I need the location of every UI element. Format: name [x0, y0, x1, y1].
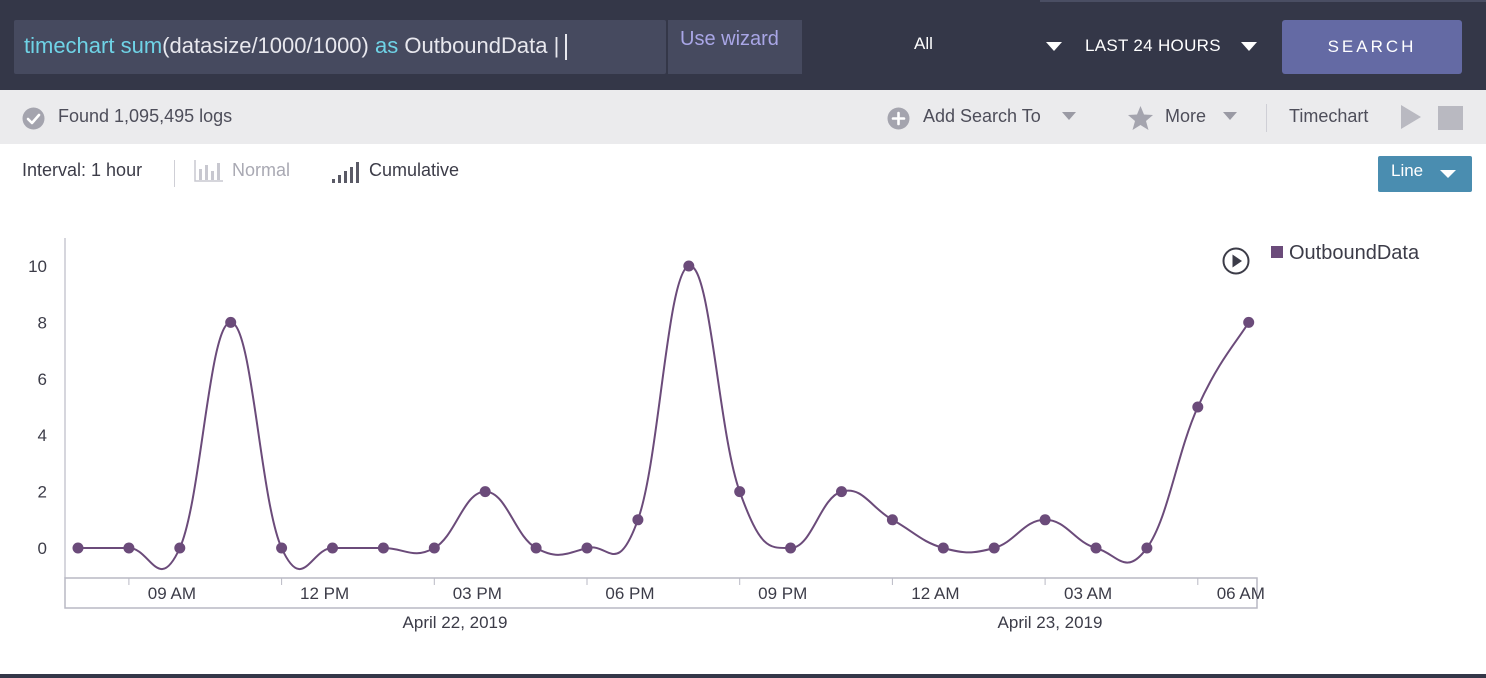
data-point[interactable]	[72, 542, 84, 554]
query-pipe: |	[553, 33, 560, 58]
x-tick-label: 06 PM	[605, 584, 654, 603]
add-search-to-button[interactable]: Add Search To	[923, 106, 1041, 126]
data-point[interactable]	[530, 542, 542, 554]
source-select-value[interactable]: All	[914, 34, 933, 53]
data-point[interactable]	[123, 542, 135, 554]
data-point[interactable]	[937, 542, 949, 554]
data-point[interactable]	[276, 542, 288, 554]
x-tick-label: 06 AM	[1217, 584, 1265, 603]
normal-bars-icon[interactable]	[194, 160, 224, 182]
legend-series-name: OutboundData	[1289, 242, 1420, 264]
normal-mode-option[interactable]: Normal	[232, 160, 291, 180]
data-point[interactable]	[886, 514, 898, 526]
chart-legend[interactable]: OutboundData	[1271, 242, 1419, 265]
query-keyword-sum: sum	[120, 33, 163, 58]
data-point[interactable]	[581, 542, 593, 554]
more-chevron-down-icon[interactable]	[1223, 112, 1237, 120]
x-axis-box	[64, 577, 1258, 609]
data-point[interactable]	[1090, 542, 1102, 554]
query-input[interactable]: timechart sum(datasize/1000/1000) as Out…	[14, 20, 666, 74]
data-point[interactable]	[174, 542, 186, 554]
y-tick-label: 6	[38, 370, 47, 389]
y-tick-label: 0	[38, 539, 47, 558]
x-tick-label: 12 PM	[300, 584, 349, 603]
y-tick-label: 10	[28, 257, 47, 276]
time-range-chevron-down-icon[interactable]	[1241, 42, 1257, 51]
header-accent-line	[1040, 0, 1486, 2]
series-layer	[72, 260, 1255, 571]
data-point[interactable]	[377, 542, 389, 554]
query-args: (datasize/1000/1000)	[162, 33, 369, 58]
legend-swatch	[1271, 245, 1283, 258]
chart-type-label: Line	[1391, 161, 1424, 180]
data-point[interactable]	[734, 486, 746, 498]
check-circle-icon	[22, 107, 45, 130]
data-point[interactable]	[1243, 316, 1255, 328]
x-tick-label: 09 AM	[148, 584, 196, 603]
add-circle-icon[interactable]	[887, 107, 910, 130]
x-tick-label: 03 PM	[453, 584, 502, 603]
x-tick-label: 03 AM	[1064, 584, 1112, 603]
y-tick-label: 4	[38, 426, 47, 445]
data-point[interactable]	[428, 542, 440, 554]
found-logs-count: Found 1,095,495 logs	[58, 106, 233, 126]
x-tick-label: 12 AM	[911, 584, 959, 603]
data-point[interactable]	[683, 260, 695, 272]
data-point[interactable]	[785, 542, 797, 554]
y-tick-label: 8	[38, 313, 47, 332]
data-point[interactable]	[225, 316, 237, 328]
timechart-plot: 0 2 4 6 8 10 09 AM 12 PM 03 PM 06 PM 09 PM 12 AM 03…	[28, 238, 1265, 632]
data-point[interactable]	[1192, 401, 1204, 413]
cumulative-bars-icon[interactable]	[331, 162, 359, 183]
more-button[interactable]: More	[1165, 106, 1207, 126]
data-point[interactable]	[479, 486, 491, 498]
timechart-label: Timechart	[1289, 106, 1369, 126]
x-date-label: April 22, 2019	[403, 613, 508, 632]
series-line-outbounddata	[78, 265, 1250, 571]
legend-play-circle-icon[interactable]	[1222, 247, 1250, 275]
y-axis: 0 2 4 6 8 10	[28, 238, 66, 578]
data-point[interactable]	[327, 542, 338, 554]
stop-icon[interactable]	[1438, 106, 1463, 130]
query-keyword-timechart: timechart	[24, 33, 115, 58]
chart-type-chevron-down-icon	[1440, 170, 1456, 178]
star-icon[interactable]	[1127, 105, 1154, 131]
use-wizard-button[interactable]: Use wizard	[668, 20, 802, 74]
chart-type-dropdown[interactable]: Line	[1378, 156, 1472, 192]
x-axis: 09 AM 12 PM 03 PM 06 PM 09 PM 12 AM 03 AM 06 AM…	[64, 577, 1265, 632]
query-alias: OutboundData	[404, 33, 548, 58]
data-point[interactable]	[1039, 514, 1051, 526]
time-range-select[interactable]: LAST 24 HOURS	[1085, 36, 1221, 55]
data-point[interactable]	[632, 514, 644, 526]
data-point[interactable]	[988, 542, 1000, 554]
text-caret	[565, 34, 568, 61]
cumulative-mode-option[interactable]: Cumulative	[369, 160, 460, 180]
search-button[interactable]: SEARCH	[1282, 20, 1462, 74]
y-tick-label: 2	[38, 483, 47, 502]
data-point[interactable]	[1141, 542, 1153, 554]
add-search-chevron-down-icon[interactable]	[1062, 112, 1076, 120]
play-icon[interactable]	[1399, 104, 1423, 130]
data-point[interactable]	[836, 486, 847, 498]
controls-divider	[174, 160, 175, 187]
toolbar-divider	[1266, 104, 1267, 132]
x-tick-label: 09 PM	[758, 584, 807, 603]
results-toolbar: Found 1,095,495 logs Add Search To More …	[0, 90, 1486, 144]
bottom-divider	[0, 674, 1486, 678]
search-header: timechart sum(datasize/1000/1000) as Out…	[0, 0, 1486, 90]
x-date-label: April 23, 2019	[998, 613, 1103, 632]
query-keyword-as: as	[375, 33, 399, 58]
interval-label[interactable]: Interval: 1 hour	[22, 160, 143, 180]
source-chevron-down-icon[interactable]	[1046, 42, 1062, 51]
